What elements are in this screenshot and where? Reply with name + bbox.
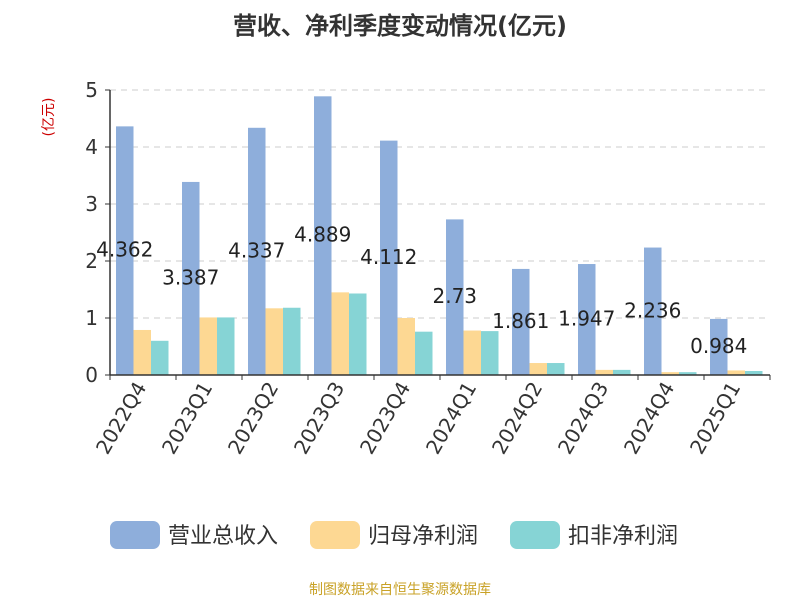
- legend-swatch: [310, 521, 360, 549]
- bar-3: [217, 317, 235, 375]
- data-label: 4.112: [360, 245, 417, 269]
- x-tick-label: 2023Q4: [355, 378, 415, 459]
- bar-1: [644, 247, 662, 375]
- x-tick-label: 2024Q2: [487, 378, 547, 459]
- legend-label: 归母净利润: [368, 524, 478, 549]
- bar-3: [481, 331, 499, 375]
- x-tick-label: 2023Q3: [289, 378, 349, 459]
- source-note: 制图数据来自恒生聚源数据库: [309, 582, 491, 598]
- bar-3: [547, 363, 565, 375]
- bar-3: [349, 293, 367, 375]
- x-tick-label: 2024Q4: [619, 378, 679, 459]
- y-tick-label: 3: [85, 192, 98, 216]
- bar-2: [661, 372, 679, 375]
- x-tick-label: 2023Q2: [223, 378, 283, 459]
- chart-title: 营收、净利季度变动情况(亿元): [233, 12, 567, 40]
- bar-2: [397, 318, 415, 375]
- x-tick-label: 2024Q1: [421, 378, 481, 459]
- bar-3: [613, 369, 631, 375]
- bar-2: [199, 317, 217, 375]
- data-label: 1.861: [492, 309, 549, 333]
- bar-2: [331, 292, 349, 375]
- bar-2: [463, 330, 481, 375]
- data-label: 2.73: [432, 284, 477, 308]
- bar-2: [727, 370, 745, 375]
- y-tick-label: 4: [85, 135, 98, 159]
- x-tick-label: 2024Q3: [553, 378, 613, 459]
- x-tick-label: 2025Q1: [685, 378, 745, 459]
- data-label: 4.889: [294, 223, 351, 247]
- legend-swatch: [510, 521, 560, 549]
- data-label: 4.337: [228, 238, 285, 262]
- y-tick-label: 1: [85, 306, 98, 330]
- data-label: 3.387: [162, 265, 219, 289]
- bar-1: [380, 140, 398, 375]
- bar-3: [283, 307, 301, 375]
- bar-2: [265, 308, 283, 375]
- data-label: 0.984: [690, 334, 747, 358]
- x-tick-label: 2023Q1: [157, 378, 217, 459]
- bar-1: [116, 126, 134, 375]
- bar-3: [745, 371, 763, 375]
- data-label: 1.947: [558, 307, 615, 331]
- bar-1: [248, 127, 266, 375]
- y-tick-label: 2: [85, 249, 98, 273]
- bar-2: [529, 363, 547, 375]
- legend-label: 扣非净利润: [568, 524, 678, 549]
- y-tick-label: 5: [85, 78, 98, 102]
- y-axis-unit-label: (亿元): [41, 98, 57, 137]
- bar-1: [182, 181, 200, 375]
- y-tick-label: 0: [85, 363, 98, 387]
- legend-label: 营业总收入: [168, 524, 278, 549]
- bar-2: [133, 329, 151, 375]
- bar-1: [512, 268, 530, 375]
- bar-3: [415, 331, 433, 375]
- bar-1: [710, 318, 728, 375]
- bar-1: [578, 264, 596, 375]
- data-label: 2.236: [624, 298, 681, 322]
- legend-swatch: [110, 521, 160, 549]
- bar-3: [679, 372, 697, 375]
- bar-1: [314, 96, 332, 376]
- x-tick-label: 2022Q4: [91, 378, 151, 459]
- bar-1: [446, 219, 464, 375]
- data-label: 4.362: [96, 238, 153, 262]
- bar-2: [595, 369, 613, 375]
- bar-3: [151, 340, 169, 375]
